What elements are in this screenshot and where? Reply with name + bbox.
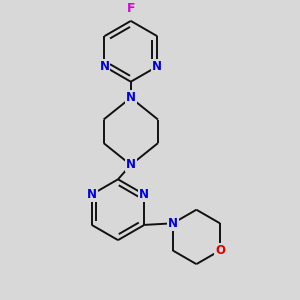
- Text: N: N: [168, 217, 178, 230]
- Text: O: O: [215, 244, 225, 257]
- Text: N: N: [152, 60, 162, 73]
- Text: N: N: [126, 91, 136, 104]
- Text: N: N: [139, 188, 149, 201]
- Text: F: F: [127, 2, 135, 15]
- Text: N: N: [126, 158, 136, 171]
- Text: N: N: [87, 188, 97, 201]
- Text: N: N: [100, 60, 110, 73]
